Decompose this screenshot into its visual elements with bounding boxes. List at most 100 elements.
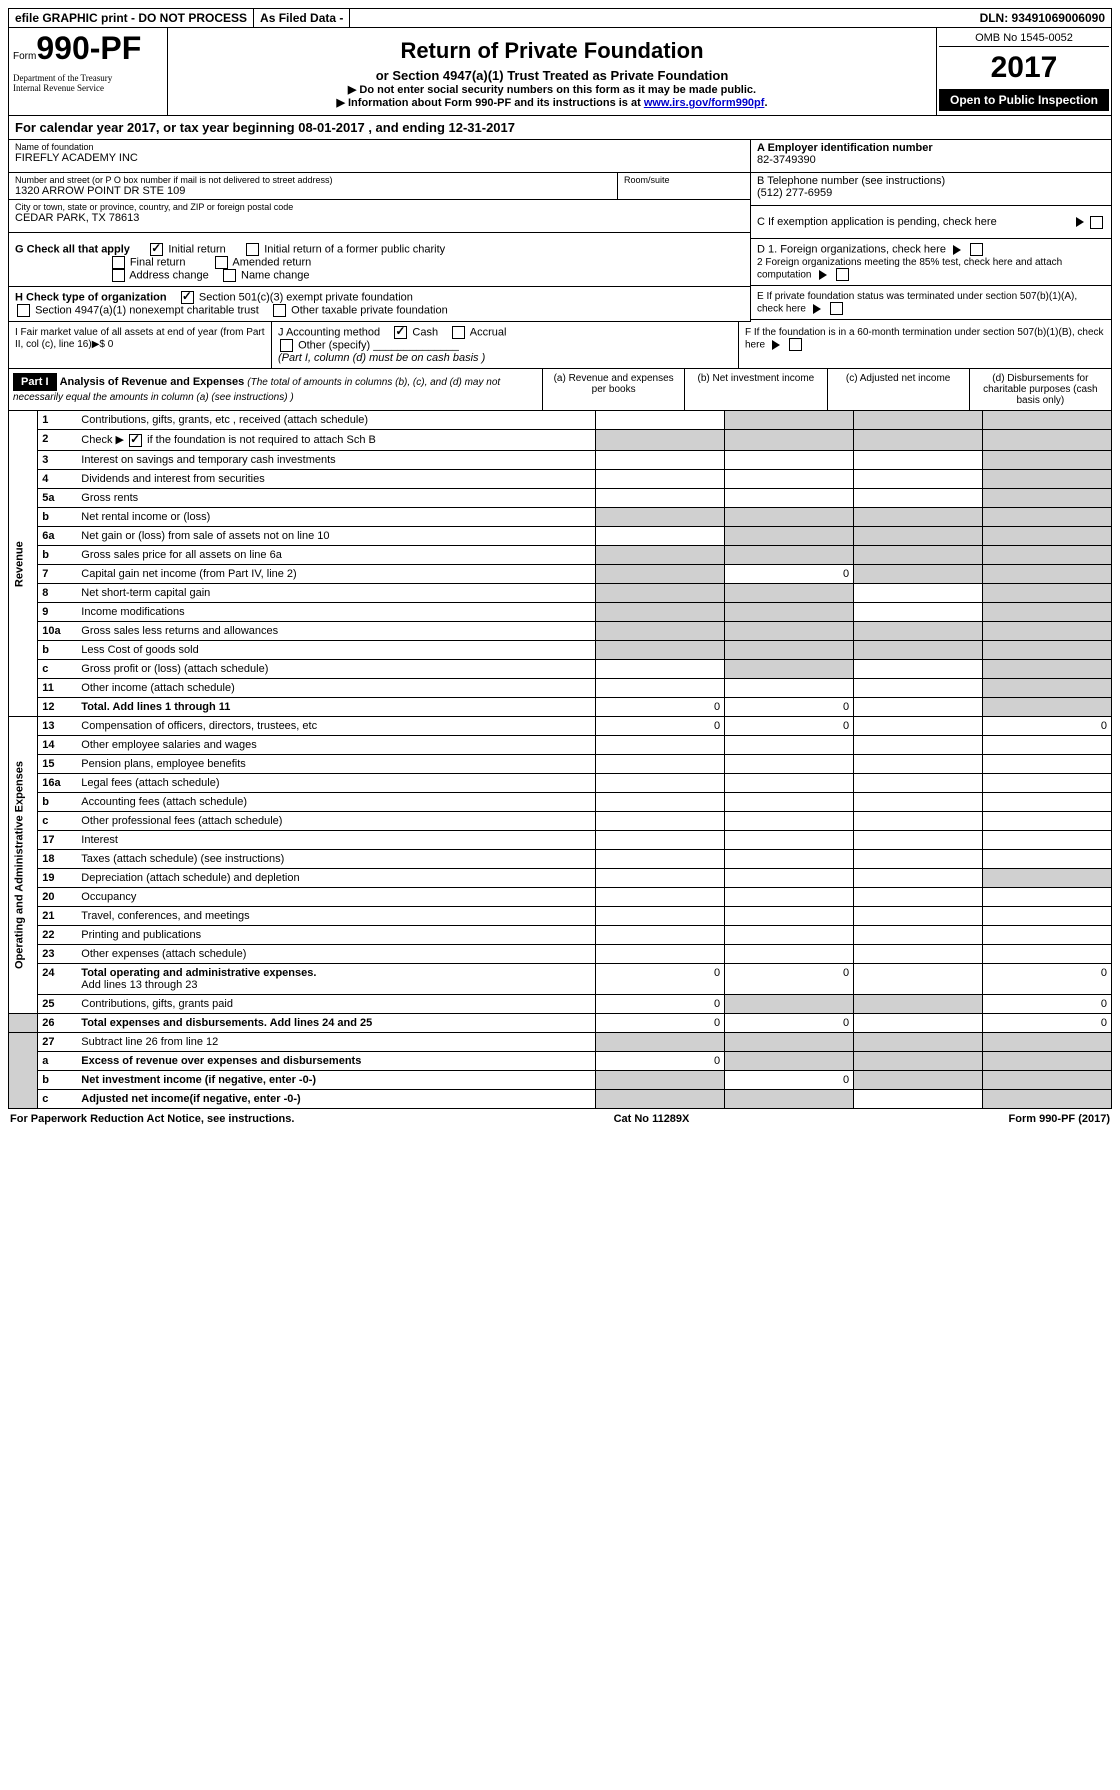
room-label: Room/suite — [624, 175, 744, 185]
form-header: Form990-PF Department of the TreasuryInt… — [8, 28, 1112, 116]
line-22: Printing and publications — [77, 925, 595, 944]
calendar-year: For calendar year 2017, or tax year begi… — [8, 116, 1112, 140]
initial-former-checkbox[interactable] — [246, 243, 259, 256]
efile-text: efile GRAPHIC print - DO NOT PROCESS — [9, 9, 254, 27]
part1-table: Revenue 1Contributions, gifts, grants, e… — [8, 411, 1112, 1109]
checkboxes-section: G Check all that apply Initial return In… — [8, 239, 1112, 369]
g-initial-former: Initial return of a former public charit… — [264, 243, 445, 255]
sec501-checkbox[interactable] — [181, 291, 194, 304]
col-b-header: (b) Net investment income — [685, 369, 827, 410]
address-change-checkbox[interactable] — [112, 269, 125, 282]
initial-return-checkbox[interactable] — [150, 243, 163, 256]
other-tax-checkbox[interactable] — [273, 304, 286, 317]
val-27a: 0 — [596, 1051, 725, 1070]
g-amended: Amended return — [232, 256, 311, 268]
org-city: CEDAR PARK, TX 78613 — [15, 212, 744, 224]
line-2b: if the foundation is not required to att… — [147, 434, 376, 446]
val-26d: 0 — [983, 1013, 1112, 1032]
val-24d: 0 — [983, 963, 1112, 994]
line-16a: Legal fees (attach schedule) — [77, 773, 595, 792]
j-other: Other (specify) — [298, 339, 370, 351]
h-sec4947: Section 4947(a)(1) nonexempt charitable … — [35, 304, 259, 316]
line-6b: Gross sales price for all assets on line… — [77, 545, 595, 564]
line-15: Pension plans, employee benefits — [77, 754, 595, 773]
line-4: Dividends and interest from securities — [77, 469, 595, 488]
line-7: Capital gain net income (from Part IV, l… — [77, 564, 595, 583]
ein-label: A Employer identification number — [757, 142, 1105, 154]
page-footer: For Paperwork Reduction Act Notice, see … — [8, 1109, 1112, 1129]
city-label: City or town, state or province, country… — [15, 202, 744, 212]
c-label: C If exemption application is pending, c… — [757, 216, 1072, 228]
revenue-side-label: Revenue — [9, 411, 38, 716]
val-26b: 0 — [725, 1013, 854, 1032]
g-initial: Initial return — [168, 243, 225, 255]
footer-left: For Paperwork Reduction Act Notice, see … — [10, 1113, 294, 1125]
arrow-icon — [772, 340, 780, 350]
line-13: Compensation of officers, directors, tru… — [77, 716, 595, 735]
col-c-header: (c) Adjusted net income — [828, 369, 970, 410]
val-24a: 0 — [596, 963, 725, 994]
note-info: ▶ Information about Form 990-PF and its … — [336, 97, 643, 109]
f-checkbox[interactable] — [789, 338, 802, 351]
arrow-icon — [819, 270, 827, 280]
line-12: Total. Add lines 1 through 11 — [77, 697, 595, 716]
irs-label: Internal Revenue Service — [13, 83, 104, 93]
line-3: Interest on savings and temporary cash i… — [77, 450, 595, 469]
col-a-header: (a) Revenue and expenses per books — [543, 369, 685, 410]
amended-checkbox[interactable] — [215, 256, 228, 269]
line-16b: Accounting fees (attach schedule) — [77, 792, 595, 811]
val-13a: 0 — [596, 716, 725, 735]
cash-checkbox[interactable] — [394, 326, 407, 339]
line-16c: Other professional fees (attach schedule… — [77, 811, 595, 830]
top-bar: efile GRAPHIC print - DO NOT PROCESS As … — [8, 8, 1112, 28]
line-27c: Adjusted net income(if negative, enter -… — [77, 1089, 595, 1108]
omb-number: OMB No 1545-0052 — [939, 30, 1109, 47]
line-18: Taxes (attach schedule) (see instruction… — [77, 849, 595, 868]
org-name: FIREFLY ACADEMY INC — [15, 152, 744, 164]
val-27b: 0 — [725, 1070, 854, 1089]
footer-right: Form 990-PF (2017) — [1009, 1113, 1110, 1125]
sec4947-checkbox[interactable] — [17, 304, 30, 317]
footer-center: Cat No 11289X — [614, 1113, 690, 1125]
line-5a: Gross rents — [77, 488, 595, 507]
line-24b: Add lines 13 through 23 — [81, 979, 197, 991]
e-checkbox[interactable] — [830, 302, 843, 315]
arrow-icon — [953, 245, 961, 255]
c-checkbox[interactable] — [1090, 216, 1103, 229]
other-method-checkbox[interactable] — [280, 339, 293, 352]
line-19: Depreciation (attach schedule) and deple… — [77, 868, 595, 887]
open-public: Open to Public Inspection — [939, 89, 1109, 111]
part1-label: Part I — [13, 373, 57, 391]
addr-label: Number and street (or P O box number if … — [15, 175, 611, 185]
line-21: Travel, conferences, and meetings — [77, 906, 595, 925]
line-9: Income modifications — [77, 602, 595, 621]
final-return-checkbox[interactable] — [112, 256, 125, 269]
accrual-checkbox[interactable] — [452, 326, 465, 339]
d2-checkbox[interactable] — [836, 268, 849, 281]
line-20: Occupancy — [77, 887, 595, 906]
part1-title: Analysis of Revenue and Expenses — [60, 376, 245, 388]
g-address: Address change — [129, 269, 209, 281]
val-12a: 0 — [596, 697, 725, 716]
h-other: Other taxable private foundation — [291, 304, 448, 316]
line-27a: Excess of revenue over expenses and disb… — [77, 1051, 595, 1070]
line-10a: Gross sales less returns and allowances — [77, 621, 595, 640]
arrow-icon — [813, 304, 821, 314]
d1-label: D 1. Foreign organizations, check here — [757, 243, 946, 255]
d1-checkbox[interactable] — [970, 243, 983, 256]
line-2a: Check ▶ — [81, 434, 124, 446]
h-label: H Check type of organization — [15, 291, 167, 303]
form-title: Return of Private Foundation — [174, 38, 930, 64]
val-7b: 0 — [725, 564, 854, 583]
line-10b: Less Cost of goods sold — [77, 640, 595, 659]
irs-link[interactable]: www.irs.gov/form990pf — [644, 97, 765, 109]
val-12b: 0 — [725, 697, 854, 716]
schb-checkbox[interactable] — [129, 434, 142, 447]
line-17: Interest — [77, 830, 595, 849]
g-name: Name change — [241, 269, 310, 281]
name-change-checkbox[interactable] — [223, 269, 236, 282]
form-number: 990-PF — [36, 30, 141, 66]
dln-text: DLN: 93491069006090 — [974, 9, 1111, 27]
val-26a: 0 — [596, 1013, 725, 1032]
i-label: I Fair market value of all assets at end… — [15, 327, 265, 350]
